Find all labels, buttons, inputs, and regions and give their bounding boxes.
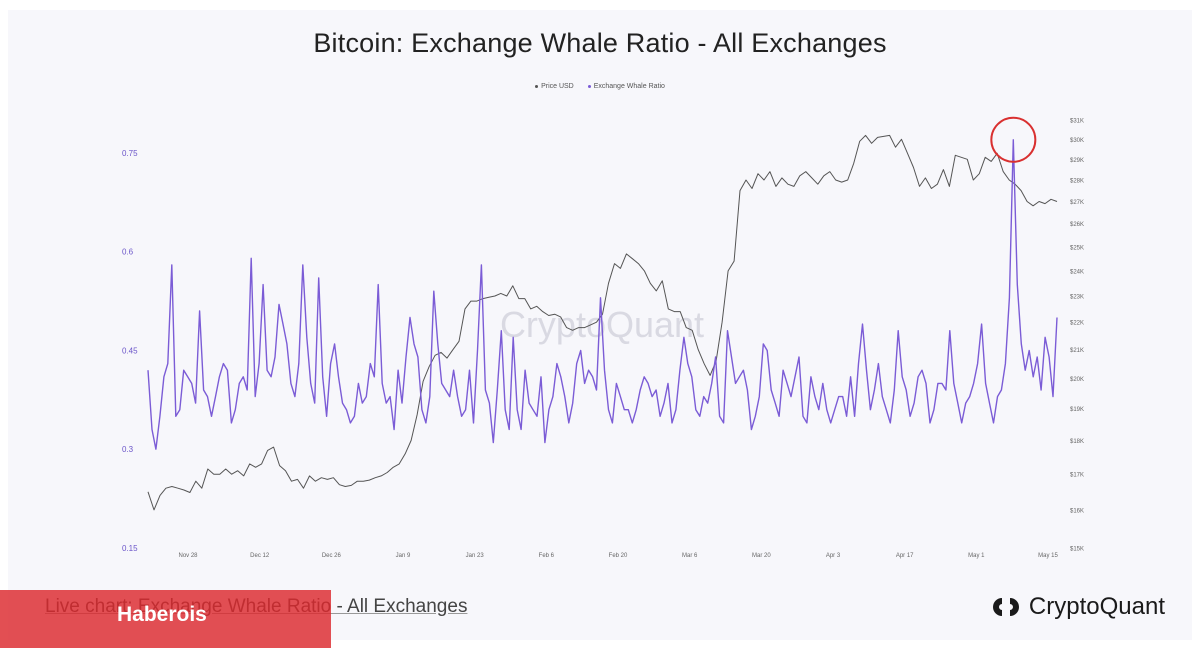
y-left-tick-label: 0.6 xyxy=(122,248,134,257)
y-right-tick-label: $24K xyxy=(1070,269,1084,275)
x-tick-label: Apr 17 xyxy=(896,553,914,559)
y-right-tick-label: $23K xyxy=(1070,294,1084,300)
y-left-tick-label: 0.3 xyxy=(122,445,134,454)
x-tick-label: Jan 9 xyxy=(396,553,411,559)
y-right-tick-label: $17K xyxy=(1070,473,1084,479)
x-tick-label: Feb 6 xyxy=(539,553,555,559)
y-right-tick-label: $18K xyxy=(1070,439,1084,445)
y-right-tick-label: $22K xyxy=(1070,321,1084,327)
y-right-tick-label: $30K xyxy=(1070,138,1084,144)
y-left-tick-label: 0.45 xyxy=(122,346,138,355)
overlay-banner xyxy=(0,590,331,648)
y-left-tick-label: 0.75 xyxy=(122,149,138,158)
y-right-tick-label: $20K xyxy=(1070,377,1084,383)
y-right-tick-label: $19K xyxy=(1070,407,1084,413)
brand-logo: CryptoQuant xyxy=(991,593,1165,621)
x-tick-label: Dec 26 xyxy=(322,553,342,559)
x-tick-label: Mar 6 xyxy=(682,553,698,559)
y-right-tick-label: $15K xyxy=(1070,547,1084,553)
price-usd-line xyxy=(147,134,1058,511)
chart-legend: Price USD Exchange Whale Ratio xyxy=(0,83,1200,90)
y-right-tick-label: $25K xyxy=(1070,245,1084,251)
exchange-whale-ratio-line xyxy=(147,139,1058,450)
chart-title: Bitcoin: Exchange Whale Ratio - All Exch… xyxy=(313,28,887,58)
x-tick-label: May 15 xyxy=(1038,553,1058,559)
legend-item-whale-ratio[interactable]: Exchange Whale Ratio xyxy=(587,83,665,90)
y-left-tick-label: 0.15 xyxy=(122,544,138,553)
y-right-tick-label: $29K xyxy=(1070,158,1084,164)
x-tick-label: Feb 20 xyxy=(609,553,628,559)
x-tick-label: May 1 xyxy=(968,553,985,559)
legend-dot-price xyxy=(535,84,539,88)
overlay-banner-text: Haberois xyxy=(117,603,207,626)
y-right-tick-label: $16K xyxy=(1070,508,1084,514)
y-right-tick-label: $21K xyxy=(1070,348,1084,354)
x-tick-label: Jan 23 xyxy=(466,553,485,559)
x-tick-label: Nov 28 xyxy=(178,553,198,559)
y-right-tick-label: $27K xyxy=(1070,200,1084,206)
y-right-tick-label: $28K xyxy=(1070,179,1084,185)
annotation-circle xyxy=(990,116,1037,163)
y-right-tick-label: $31K xyxy=(1070,119,1084,125)
y-right-tick-label: $26K xyxy=(1070,222,1084,228)
legend-label-whale-ratio: Exchange Whale Ratio xyxy=(593,83,665,90)
x-tick-label: Dec 12 xyxy=(250,553,270,559)
legend-item-price[interactable]: Price USD xyxy=(535,83,576,90)
x-tick-label: Mar 20 xyxy=(752,553,771,559)
legend-dot-whale-ratio xyxy=(587,84,591,88)
brand-name: CryptoQuant xyxy=(1028,593,1165,620)
legend-label-price: Price USD xyxy=(541,83,574,90)
x-tick-label: Apr 3 xyxy=(826,553,841,559)
cryptoquant-logo-icon xyxy=(992,598,1019,616)
